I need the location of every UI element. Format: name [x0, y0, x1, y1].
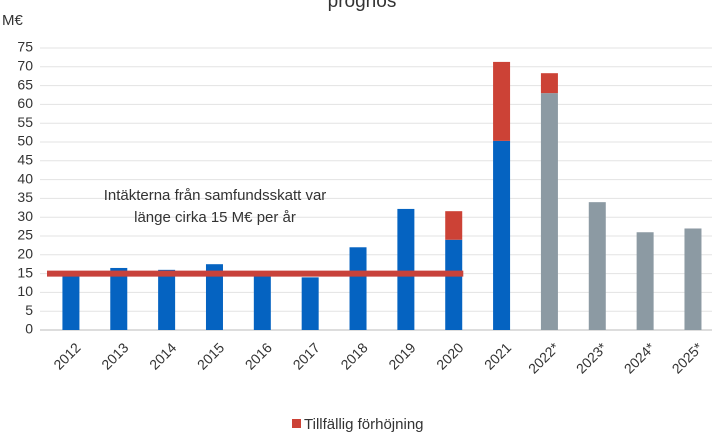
legend-label: Tillfällig förhöjning: [304, 416, 424, 433]
y-tick-label: 40: [17, 170, 33, 186]
y-tick-label: 60: [17, 95, 33, 111]
y-tick-label: 75: [17, 39, 33, 55]
x-tick-label: 2019: [385, 339, 418, 372]
y-tick-label: 65: [17, 76, 33, 92]
x-tick-label: 2021: [481, 339, 514, 372]
bar-segment: [540, 93, 558, 331]
bar-segment: [397, 208, 415, 330]
y-tick-label: 50: [17, 133, 33, 149]
x-tick-label: 2020: [433, 339, 466, 372]
x-tick-label: 2022*: [525, 339, 563, 377]
y-tick-label: 35: [17, 189, 33, 205]
y-tick-label: 5: [25, 302, 33, 318]
bar-segment: [349, 247, 367, 330]
chart-title: prognos: [328, 0, 397, 12]
x-tick-label: 2023*: [573, 339, 611, 377]
y-axis-label: M€: [2, 12, 23, 29]
y-tick-label: 30: [17, 208, 33, 224]
annotation: Intäkterna från samfundsskatt var: [104, 187, 327, 204]
y-tick-label: 45: [17, 152, 33, 168]
y-tick-label: 10: [17, 283, 33, 299]
y-tick-label: 20: [17, 246, 33, 262]
bar-segment: [588, 202, 606, 330]
bar-segment: [540, 73, 558, 94]
legend-swatch: [292, 419, 301, 428]
bar-segment: [253, 273, 271, 330]
y-tick-label: 15: [17, 264, 33, 280]
y-tick-label: 70: [17, 58, 33, 74]
x-tick-label: 2015: [194, 339, 227, 372]
x-tick-label: 2025*: [669, 339, 707, 377]
bar-segment: [110, 267, 128, 330]
bar-segment: [301, 277, 319, 330]
y-tick-label: 55: [17, 114, 33, 130]
bar-segment: [445, 239, 463, 330]
y-tick-label: 25: [17, 227, 33, 243]
bar-segment: [205, 264, 223, 330]
bar-segment: [445, 211, 463, 240]
bar-segment: [62, 275, 80, 330]
bar-segment: [493, 140, 511, 330]
y-tick-label: 0: [25, 321, 33, 337]
bar-segment: [636, 232, 654, 330]
bar-segment: [684, 228, 702, 330]
bar-segment: [493, 61, 511, 141]
bar-segment: [158, 269, 176, 330]
x-tick-label: 2012: [50, 339, 83, 372]
x-tick-label: 2018: [337, 339, 370, 372]
x-tick-label: 2016: [242, 339, 275, 372]
x-tick-label: 2017: [290, 339, 323, 372]
x-tick-label: 2024*: [621, 339, 659, 377]
x-tick-label: 2014: [146, 339, 179, 372]
annotation: länge cirka 15 M€ per år: [134, 209, 296, 226]
x-tick-label: 2013: [98, 339, 131, 372]
